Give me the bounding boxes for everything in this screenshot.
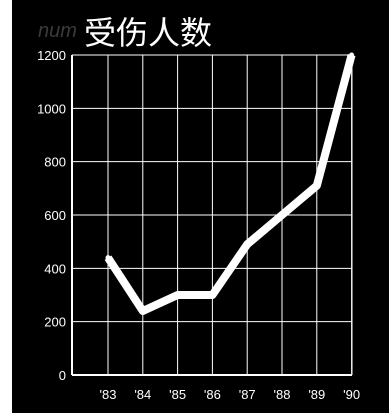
x-axis-ticks: '83 '84 '85 '86 '87 '88 '89 '90 (100, 387, 361, 402)
y-tick-label: 800 (44, 155, 66, 170)
x-tick-label: '88 (274, 387, 291, 402)
chart-faint-text: num (38, 20, 77, 42)
y-tick-label: 400 (44, 261, 66, 276)
data-point (140, 308, 146, 314)
x-tick-label: '86 (204, 387, 221, 402)
x-tick-label: '85 (169, 387, 186, 402)
data-point (244, 241, 250, 247)
data-point (175, 292, 181, 298)
x-tick-label: '84 (134, 387, 151, 402)
chart-background (12, 0, 389, 413)
data-point (349, 52, 355, 58)
y-tick-label: 1200 (37, 48, 66, 63)
y-axis-ticks: 0 200 400 600 800 1000 1200 (37, 48, 66, 383)
x-tick-label: '87 (239, 387, 256, 402)
data-point (314, 183, 320, 189)
gridlines (71, 54, 353, 376)
x-tick-label: '89 (308, 387, 325, 402)
y-tick-label: 200 (44, 315, 66, 330)
y-tick-label: 0 (59, 368, 66, 383)
y-tick-label: 600 (44, 208, 66, 223)
x-tick-label: '83 (100, 387, 117, 402)
series-line (104, 53, 356, 315)
chart-title: 受伤人数 (84, 15, 212, 51)
data-point (209, 292, 215, 298)
y-tick-label: 1000 (37, 101, 66, 116)
x-tick-label: '90 (343, 387, 360, 402)
data-point (105, 255, 111, 261)
series-layer (104, 52, 356, 315)
data-point (279, 212, 285, 218)
